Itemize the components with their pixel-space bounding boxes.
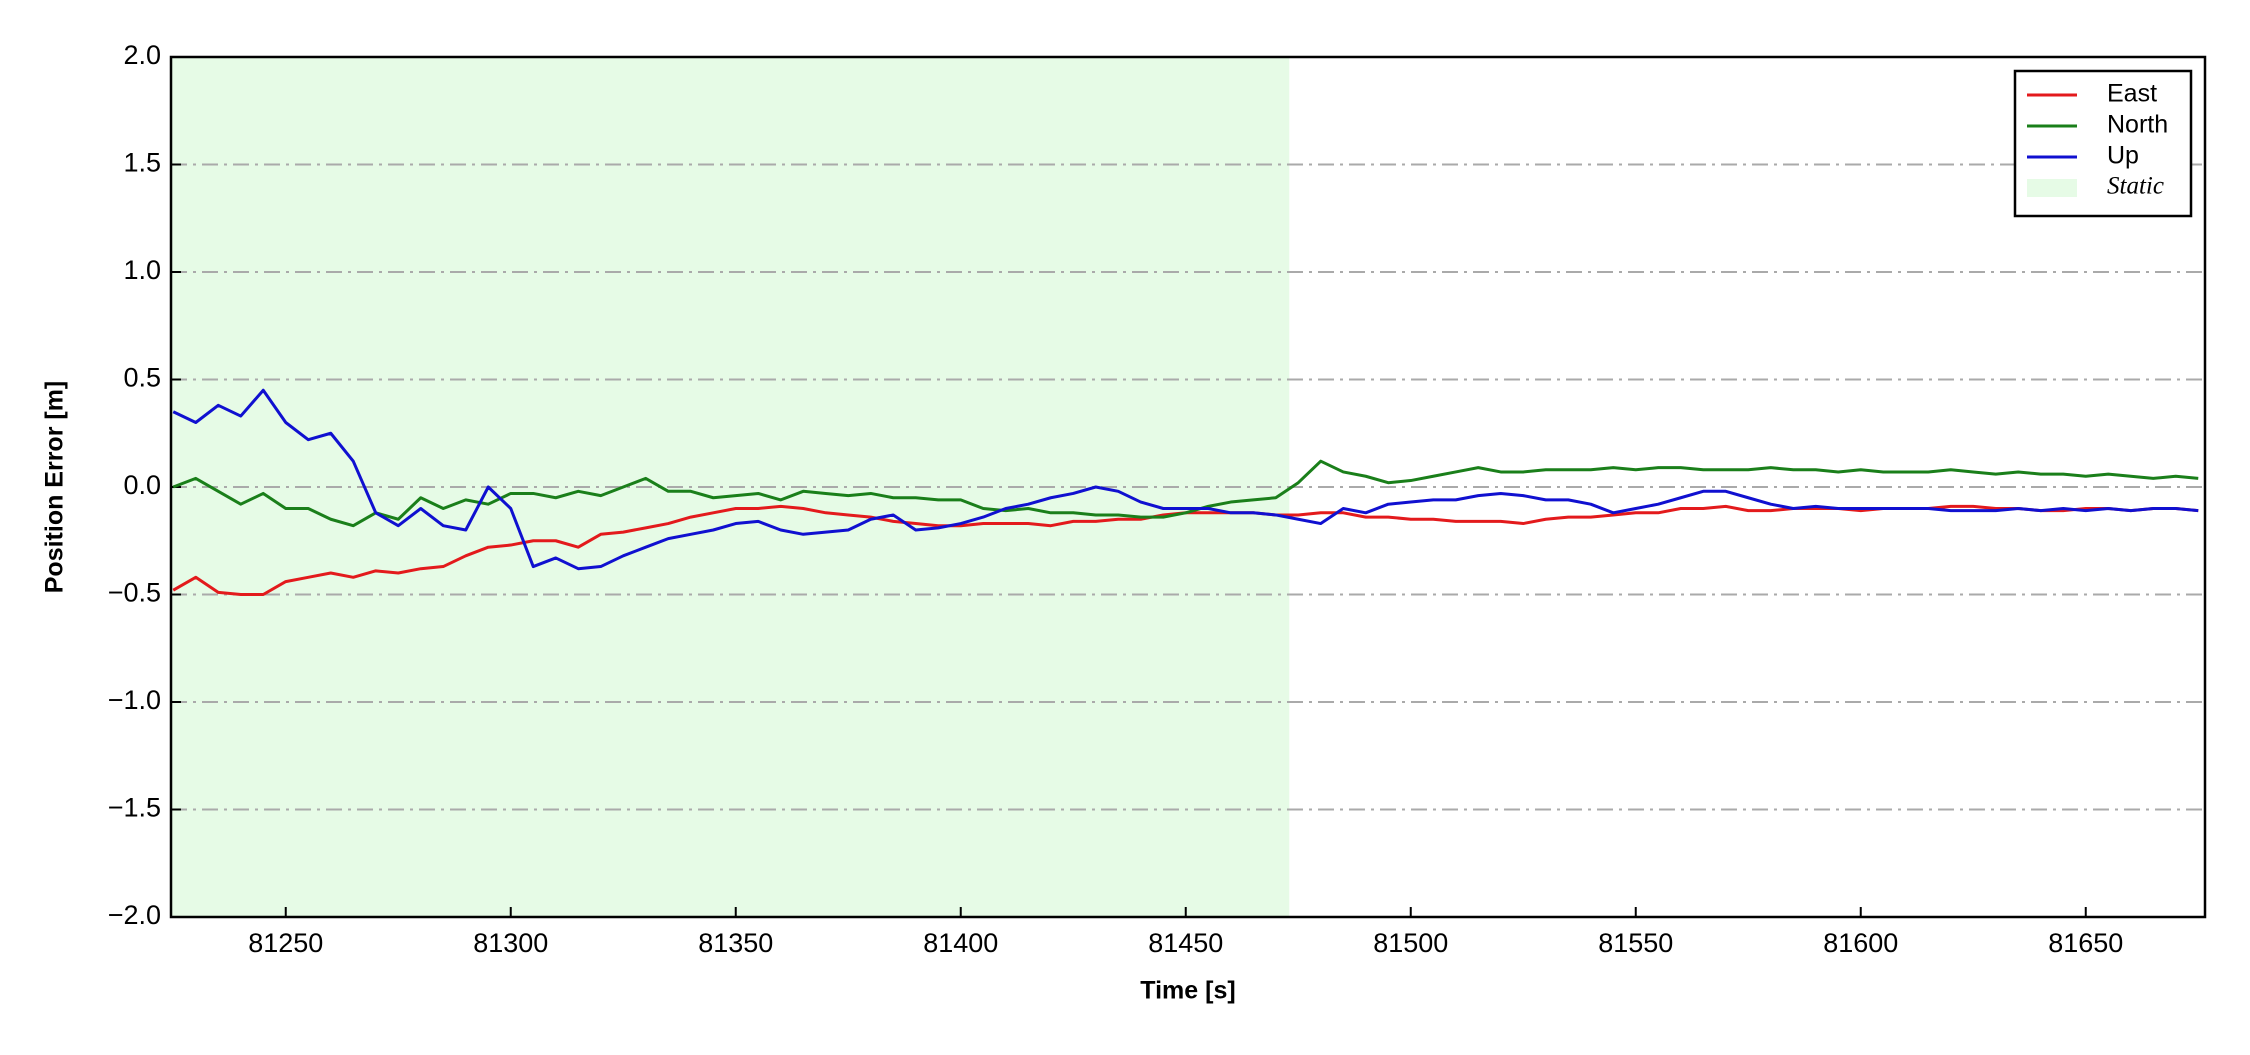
y-tick-label: 0.5	[123, 363, 161, 393]
legend-label: East	[2107, 80, 2157, 108]
x-tick-label: 81350	[698, 928, 773, 958]
y-tick-label: −1.5	[108, 793, 161, 823]
legend-label: Up	[2107, 142, 2139, 170]
x-tick-label: 81500	[1373, 928, 1448, 958]
y-tick-label: 2.0	[123, 40, 161, 70]
y-tick-label: 1.0	[123, 255, 161, 285]
y-tick-label: 0.0	[123, 470, 161, 500]
x-tick-label: 81550	[1598, 928, 1673, 958]
x-tick-label: 81650	[2048, 928, 2123, 958]
x-tick-label: 81450	[1148, 928, 1223, 958]
x-tick-label: 81400	[923, 928, 998, 958]
y-tick-label: 1.5	[123, 148, 161, 178]
y-tick-label: −0.5	[108, 578, 161, 608]
legend-label: Static	[2107, 173, 2164, 200]
legend-label: North	[2107, 111, 2168, 139]
y-tick-label: −2.0	[108, 900, 161, 930]
plot-frame	[169, 55, 2207, 919]
y-axis-label: Position Error [m]	[41, 381, 69, 594]
series-line	[172, 459, 2199, 528]
x-tick-label: 81250	[248, 928, 323, 958]
y-tick-label: −1.0	[108, 685, 161, 715]
x-tick-label: 81600	[1823, 928, 1898, 958]
x-tick-label: 81300	[473, 928, 548, 958]
legend-swatch	[2027, 179, 2077, 197]
series-line	[172, 388, 2199, 571]
x-axis-label: Time [s]	[1140, 977, 1235, 1005]
